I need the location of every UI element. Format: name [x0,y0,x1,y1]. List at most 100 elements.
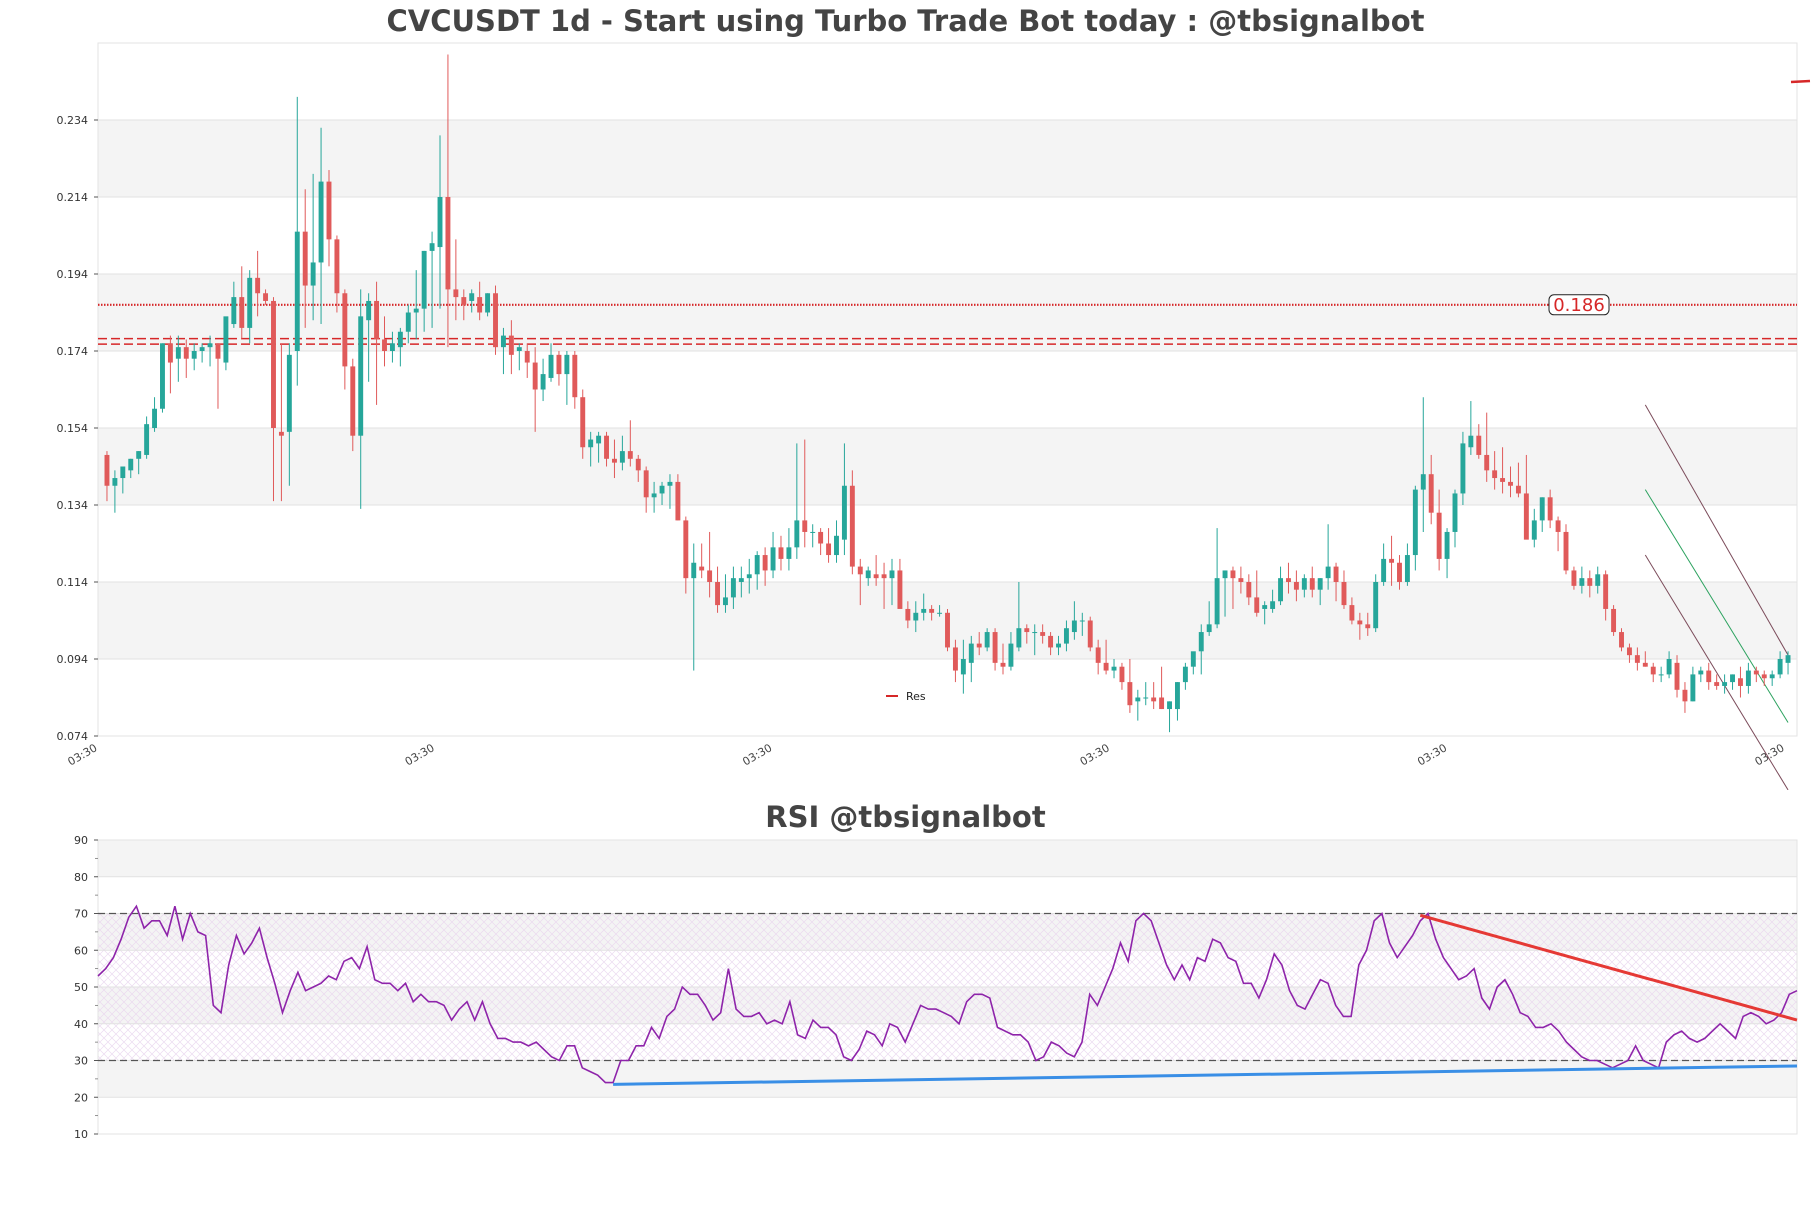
candle-body [1777,659,1783,675]
candle-body [1587,578,1593,586]
candle-body [453,289,459,298]
candle-body [1206,624,1212,633]
candle-body [167,343,173,363]
candle-body [913,612,919,621]
candle-body [239,297,245,328]
candle-body [1714,682,1720,686]
candle-body [1262,605,1268,609]
candle-body [1079,620,1085,622]
candle-body [1428,474,1434,513]
candle-body [207,343,213,348]
candle-body [247,277,253,328]
rsi-y-tick-label: 40 [74,1018,88,1031]
candle-body [1063,628,1069,644]
candle-body [294,231,300,351]
candle-body [191,351,197,359]
candle-body [437,197,443,248]
candle-body [1357,620,1363,625]
candle-body [588,439,594,448]
candle-body [873,574,879,579]
candle-body [318,181,324,263]
candle-body [564,354,570,375]
resistance-value-box [1548,294,1610,316]
rsi-reference-lines [98,912,1797,1062]
candle-body [374,300,380,340]
price-y-tick-label: 0.114 [57,576,89,589]
candle-body [762,555,768,571]
candle-body [1412,489,1418,556]
channel-upper-line [1644,404,1789,656]
candle-body [1293,582,1299,590]
candle-body [1222,570,1228,579]
candle-body [286,354,292,432]
candle-body [889,570,895,579]
candle-body [730,578,736,598]
candle-body [1333,566,1339,582]
price-chart-title: CVCUSDT 1d - Start using Turbo Trade Bot… [386,4,1425,38]
candle-body [1460,443,1466,494]
candle-body [945,612,950,648]
candle-body [929,608,935,613]
candle-body [136,451,142,459]
candle-body [1286,578,1291,582]
candle-body [350,366,356,436]
candle-body [1563,531,1569,571]
rsi-y-axis: 90 80 70 60 50 40 30 20 10 [74,834,98,1141]
candle-body [1650,666,1656,675]
rsi-grid-band [98,840,1797,877]
resistance-lines [98,79,1811,345]
price-y-tick-label: 0.134 [57,499,89,512]
candle-body [1579,578,1585,586]
candle-body [302,231,308,286]
candle-body [723,597,728,606]
candle-body [255,277,261,294]
rsi-chart: 90 80 70 60 50 40 30 20 10 [74,834,1798,1141]
price-plot-frame [97,42,1798,737]
price-chart: 0.234 0.214 0.194 0.174 0.154 0.134 0.114 0.094… [57,42,1811,790]
candle-body [1619,632,1624,648]
candle-body [382,339,387,351]
candle-body [1167,701,1172,710]
candle-body [1753,670,1759,675]
candle-body [1000,662,1006,667]
candle-body [611,458,617,463]
candle-body [635,458,641,471]
rsi-y-tick-label: 70 [74,908,88,921]
candle-body [1127,682,1133,706]
candle-body [691,562,697,579]
candle-body [1151,697,1157,702]
candle-body [826,543,832,556]
candle-body [1492,470,1498,479]
candle-body [1238,578,1244,582]
candle-body [1404,555,1410,582]
candle-body [144,424,150,455]
candle-body [160,343,165,409]
candle-body [834,535,839,556]
candle-body [1634,655,1640,663]
candle-body [271,300,276,428]
candle-body [865,570,871,579]
price-x-tick-label: 03:30 [1078,741,1112,768]
price-x-tick-label: 03:30 [740,741,774,768]
price-x-tick-label: 03:30 [1753,741,1787,768]
candle-body [667,481,673,486]
candle-body [905,608,911,621]
candle-body [619,451,625,463]
candle-body [1254,597,1260,613]
candle-body [596,435,602,444]
candle-body [1230,570,1236,579]
candle-body [1682,689,1688,702]
candle-body [1309,578,1315,590]
candle-body [1452,493,1458,532]
candle-body [976,643,982,648]
candle-body [1523,493,1529,540]
candle-body [1317,578,1323,590]
candle-body [413,308,419,313]
candle-body [754,555,760,575]
candle-body [1737,678,1743,686]
candle-body [968,643,974,663]
rsi-y-tick-label: 50 [74,981,88,994]
candle-body [1547,497,1553,521]
candle-body [715,582,721,606]
price-y-tick-label: 0.214 [57,191,89,204]
